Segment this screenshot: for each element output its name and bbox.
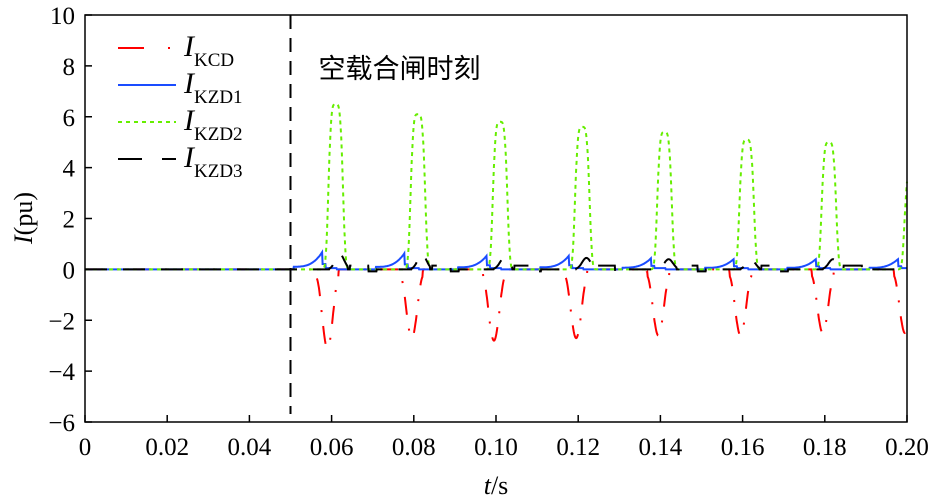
y-tick-label: −4: [48, 359, 75, 386]
series-line-kzd3: [85, 253, 907, 273]
series-line-kzd2: [85, 103, 908, 271]
x-tick-label: 0.16: [721, 434, 765, 461]
y-tick-label: 6: [63, 105, 76, 132]
y-tick-label: 10: [50, 3, 75, 30]
legend-label: IKZD1: [183, 67, 243, 108]
y-tick-label: 8: [63, 54, 76, 81]
x-tick-label: 0.08: [392, 434, 436, 461]
legend-label: IKZD2: [183, 104, 243, 145]
x-tick-label: 0.10: [474, 434, 518, 461]
series-line-kcd: [85, 268, 908, 350]
y-tick-label: −2: [48, 308, 75, 335]
x-tick-label: 0.18: [803, 434, 847, 461]
x-tick-label: 0.12: [556, 434, 600, 461]
y-tick-label: 0: [63, 257, 76, 284]
x-tick-label: 0.04: [228, 434, 272, 461]
x-axis-label: t/s: [484, 471, 509, 498]
plot-frame: [84, 14, 908, 423]
x-tick-label: 0: [79, 434, 92, 461]
y-axis-label: I(pu): [9, 192, 38, 245]
x-tick-label: 0.20: [885, 434, 929, 461]
y-tick-label: −6: [48, 410, 75, 437]
x-tick-label: 0.14: [639, 434, 683, 461]
y-tick-label: 4: [63, 156, 76, 183]
x-tick-label: 0.06: [310, 434, 354, 461]
y-tick-label: 2: [63, 207, 76, 234]
annotation-label: 空载合闸时刻: [319, 54, 481, 85]
legend-label: IKZD3: [183, 141, 243, 182]
legend-label: IKCD: [183, 30, 234, 71]
x-tick-label: 0.02: [145, 434, 189, 461]
